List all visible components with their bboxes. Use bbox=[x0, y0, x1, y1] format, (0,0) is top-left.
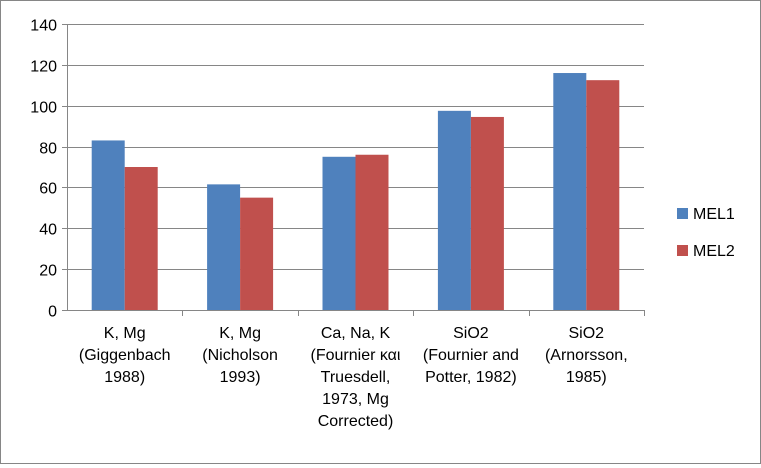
bar-mel1-2 bbox=[322, 156, 356, 310]
bar-mel2-1 bbox=[240, 197, 274, 310]
x-tick-label: SiO2 (Arnorsson, 1985) bbox=[545, 325, 628, 386]
x-tick-label: K, Mg (Giggenbach 1988) bbox=[79, 325, 171, 386]
bar-mel2-3 bbox=[470, 116, 504, 310]
x-tick-label-line: (Giggenbach bbox=[79, 347, 171, 364]
bar-mel1-1 bbox=[207, 184, 241, 310]
legend: MEL1 MEL2 bbox=[677, 206, 735, 260]
bar-mel2-4 bbox=[586, 80, 620, 310]
y-tick-label: 120 bbox=[30, 59, 57, 76]
x-tick-label-line: SiO2 bbox=[453, 325, 489, 342]
y-tick-label: 80 bbox=[39, 141, 57, 158]
legend-swatch-mel1 bbox=[677, 208, 688, 219]
legend-label-mel1: MEL1 bbox=[693, 206, 735, 223]
x-tick-label-line: (Arnorsson, bbox=[545, 347, 628, 364]
x-tick-label: SiO2 (Fournier and Potter, 1982) bbox=[423, 325, 519, 386]
y-tick-label: 60 bbox=[39, 181, 57, 198]
bar-mel2-2 bbox=[355, 154, 389, 310]
bar-mel2-0 bbox=[124, 167, 158, 310]
bar-mel1-0 bbox=[91, 140, 125, 310]
x-tick-label-line: SiO2 bbox=[569, 325, 605, 342]
x-tick-label-line: K, Mg bbox=[219, 325, 261, 342]
y-tick-label: 100 bbox=[30, 100, 57, 117]
x-tick-label-line: Corrected) bbox=[318, 413, 394, 430]
bar-mel1-4 bbox=[553, 73, 587, 311]
legend-swatch-mel2 bbox=[677, 245, 688, 256]
axes bbox=[62, 24, 645, 316]
y-tick-label: 0 bbox=[48, 304, 57, 321]
x-tick-label-line: Truesdell, bbox=[321, 369, 391, 386]
x-tick-label-line: 1973, Mg bbox=[322, 391, 389, 408]
x-tick-label-line: Potter, 1982) bbox=[425, 369, 517, 386]
y-tick-label: 140 bbox=[30, 18, 57, 35]
x-tick-label-line: (Nicholson bbox=[202, 347, 278, 364]
x-tick-label-line: 1985) bbox=[566, 369, 607, 386]
bar-mel1-3 bbox=[437, 110, 471, 310]
x-tick-label-line: 1993) bbox=[220, 369, 261, 386]
y-tick-label: 20 bbox=[39, 263, 57, 280]
bars bbox=[91, 73, 620, 311]
x-tick-label-line: Ca, Na, K bbox=[321, 325, 391, 342]
x-tick-label-line: (Fournier και bbox=[311, 347, 401, 364]
x-tick-label: K, Mg (Nicholson 1993) bbox=[202, 325, 278, 386]
x-tick-label-line: K, Mg bbox=[104, 325, 146, 342]
x-tick-label: Ca, Na, K (Fournier και Truesdell, 1973, Mg… bbox=[311, 325, 401, 430]
legend-label-mel2: MEL2 bbox=[693, 243, 735, 260]
x-tick-label-line: (Fournier and bbox=[423, 347, 519, 364]
y-tick-label: 40 bbox=[39, 222, 57, 239]
x-tick-labels: K, Mg (Giggenbach 1988) K, Mg (Nicholson 1993… bbox=[79, 325, 628, 430]
x-tick-label-line: 1988) bbox=[104, 369, 145, 386]
y-tick-labels: 0 20 40 60 80 100 120 140 bbox=[30, 18, 57, 321]
